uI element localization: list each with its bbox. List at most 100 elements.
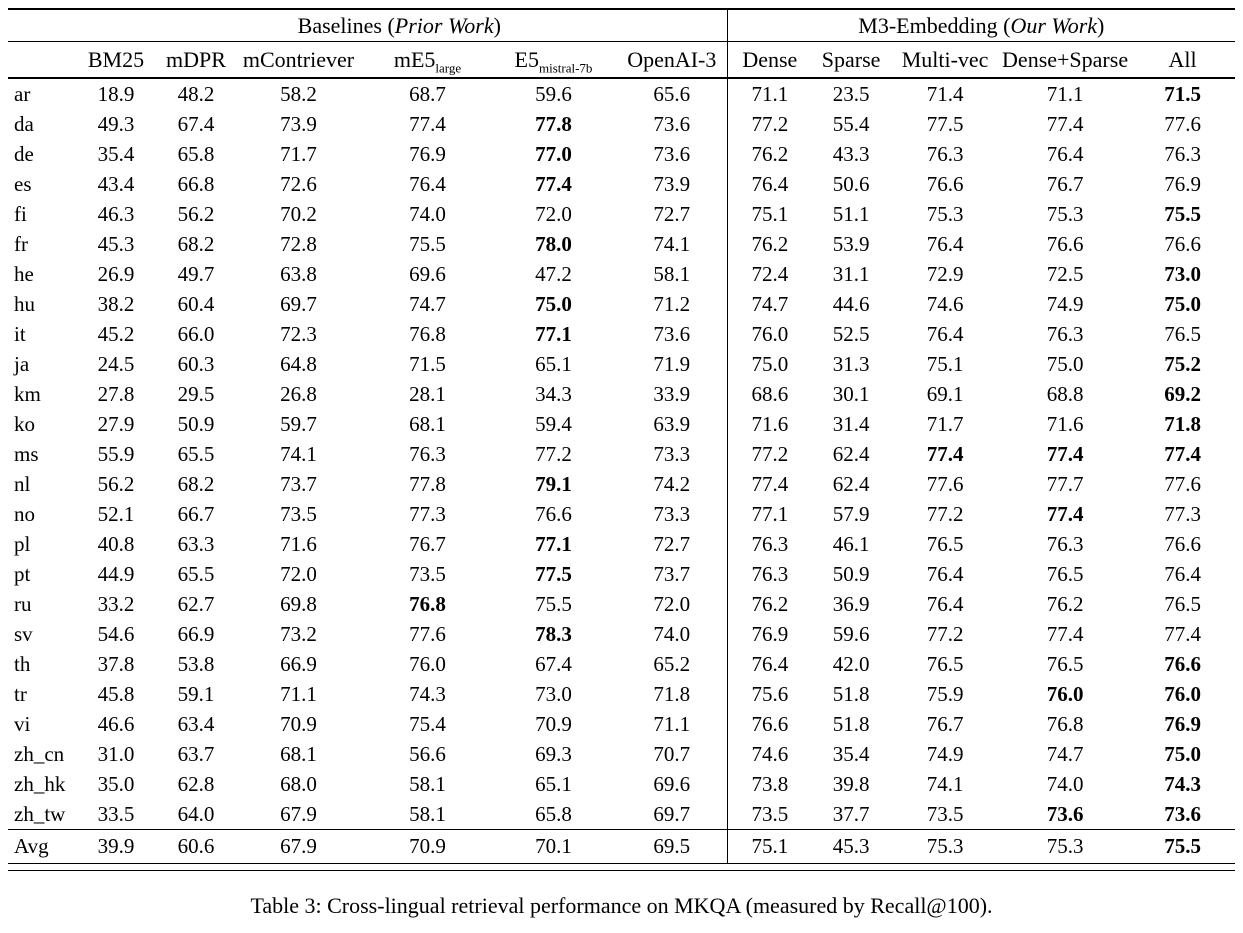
data-cell: 56.2 xyxy=(97,472,135,496)
data-cell: 55.9 xyxy=(97,442,135,466)
data-cell: 23.5 xyxy=(832,82,870,106)
data-cell: 64.8 xyxy=(280,352,317,376)
row-label: zh_cn xyxy=(14,742,65,766)
data-cell: 26.8 xyxy=(280,382,317,406)
data-cell: 73.3 xyxy=(653,502,691,526)
row-label: pl xyxy=(14,532,31,556)
column-header-label: mDPR xyxy=(166,46,226,72)
data-cell: 69.7 xyxy=(280,292,317,316)
data-cell: 53.9 xyxy=(832,232,870,256)
data-cell: 77.1 xyxy=(535,532,572,556)
column-header-bm25: BM25 xyxy=(72,41,160,79)
data-cell: 44.9 xyxy=(97,562,135,586)
column-header-dense-sparse: Dense+Sparse xyxy=(1000,41,1131,79)
column-header-label: All xyxy=(1168,46,1197,72)
data-cell: 69.6 xyxy=(409,262,446,286)
data-cell: 63.4 xyxy=(177,712,215,736)
row-label: ar xyxy=(14,82,31,106)
data-cell: 71.1 xyxy=(280,682,317,706)
data-cell: 76.4 xyxy=(1046,142,1084,166)
column-header-sparse: Sparse xyxy=(812,41,891,79)
data-cell: 74.3 xyxy=(409,682,446,706)
data-cell: 72.0 xyxy=(653,592,691,616)
row-label: Avg xyxy=(8,829,72,864)
data-cell: 75.1 xyxy=(926,352,964,376)
row-label: sv xyxy=(14,622,33,646)
data-cell: 29.5 xyxy=(177,382,215,406)
data-cell: 76.4 xyxy=(726,169,813,199)
data-cell: 70.9 xyxy=(280,712,317,736)
data-cell: 75.0 xyxy=(1164,742,1201,766)
data-cell: 27.9 xyxy=(97,412,135,436)
data-cell: 71.5 xyxy=(1164,82,1201,106)
data-cell: 73.6 xyxy=(653,112,691,136)
table-row-ja: ja 24.5 60.3 64.8 71.5 65.1 71.9 75.0 31.3 75.1 75… xyxy=(8,349,1235,379)
data-cell: 69.7 xyxy=(653,802,691,826)
corner-cell xyxy=(8,9,72,42)
column-header-row: BM25 mDPR mContriever mE5large E5mistral-7b O… xyxy=(8,41,1236,79)
data-cell: 68.1 xyxy=(280,742,317,766)
data-cell: 76.4 xyxy=(926,592,964,616)
data-cell: 76.7 xyxy=(1046,172,1084,196)
data-cell: 49.3 xyxy=(97,112,135,136)
table-head: Baselines (Prior Work) M3-Embedding (Our… xyxy=(8,9,1236,79)
table-row-fi: fi 46.3 56.2 70.2 74.0 72.0 72.7 75.1 51.1 75.3 75… xyxy=(8,199,1235,229)
data-cell: 77.4 xyxy=(1164,622,1201,646)
data-cell: 71.2 xyxy=(653,292,691,316)
data-cell: 71.6 xyxy=(726,409,813,439)
data-cell: 43.3 xyxy=(832,142,870,166)
data-cell: 73.3 xyxy=(653,442,691,466)
table-row-th: th 37.8 53.8 66.9 76.0 67.4 65.2 76.4 42.0 76.5 76… xyxy=(8,649,1235,679)
data-cell: 35.4 xyxy=(832,742,870,766)
data-cell: 50.6 xyxy=(832,172,870,196)
data-cell: 40.8 xyxy=(97,532,135,556)
data-cell: 37.7 xyxy=(832,802,870,826)
data-cell: 73.0 xyxy=(1164,262,1201,286)
data-cell: 76.4 xyxy=(926,232,964,256)
table-row-it: it 45.2 66.0 72.3 76.8 77.1 73.6 76.0 52.5 76.4 76… xyxy=(8,319,1235,349)
data-cell: 77.5 xyxy=(926,112,964,136)
data-cell: 74.6 xyxy=(926,292,964,316)
data-cell: 76.3 xyxy=(1046,532,1084,556)
data-cell: 71.8 xyxy=(1164,412,1201,436)
table-row-pt: pt 44.9 65.5 72.0 73.5 77.5 73.7 76.3 50.9 76.4 76… xyxy=(8,559,1235,589)
data-cell: 77.6 xyxy=(1164,112,1201,136)
data-cell: 76.2 xyxy=(726,139,813,169)
data-cell: 59.1 xyxy=(177,682,215,706)
column-header-mcontriever: mContriever xyxy=(232,41,365,79)
data-cell: 51.8 xyxy=(832,712,870,736)
table-body: ar 18.9 48.2 58.2 68.7 59.6 65.6 71.1 23.5 71.4 71… xyxy=(8,78,1236,864)
data-cell: 74.1 xyxy=(653,232,691,256)
data-cell: 63.9 xyxy=(653,412,691,436)
column-header-mdpr: mDPR xyxy=(160,41,232,79)
data-cell: 76.5 xyxy=(926,532,964,556)
data-cell: 49.7 xyxy=(177,262,215,286)
table-row-hu: hu 38.2 60.4 69.7 74.7 75.0 71.2 74.7 44.6 74.6 74… xyxy=(8,289,1235,319)
data-cell: 77.4 xyxy=(1046,112,1084,136)
row-label: th xyxy=(14,652,31,676)
table-row-ko: ko 27.9 50.9 59.7 68.1 59.4 63.9 71.6 31.4 71.7 71… xyxy=(8,409,1235,439)
data-cell: 72.3 xyxy=(280,322,317,346)
data-cell: 77.1 xyxy=(726,499,813,529)
data-cell: 77.4 xyxy=(1046,622,1084,646)
row-label: es xyxy=(14,172,32,196)
data-cell: 75.3 xyxy=(926,202,964,226)
data-cell: 78.0 xyxy=(535,232,572,256)
data-cell: 73.6 xyxy=(653,322,691,346)
data-cell: 69.1 xyxy=(926,382,964,406)
column-header-multi-vec: Multi-vec xyxy=(890,41,1001,79)
data-cell: 62.7 xyxy=(177,592,215,616)
data-cell: 76.2 xyxy=(1046,592,1084,616)
data-cell: 60.3 xyxy=(177,352,215,376)
data-cell: 52.5 xyxy=(832,322,870,346)
data-cell: 72.7 xyxy=(653,202,691,226)
data-cell: 77.4 xyxy=(1164,442,1201,466)
data-cell: 77.4 xyxy=(1046,502,1084,526)
data-cell: 69.6 xyxy=(653,772,691,796)
row-label: ru xyxy=(14,592,32,616)
data-cell: 76.0 xyxy=(1164,682,1201,706)
data-cell: 71.9 xyxy=(653,352,691,376)
data-cell: 65.8 xyxy=(177,142,215,166)
group-header-row: Baselines (Prior Work) M3-Embedding (Our… xyxy=(8,9,1236,42)
data-cell: 65.1 xyxy=(535,772,572,796)
